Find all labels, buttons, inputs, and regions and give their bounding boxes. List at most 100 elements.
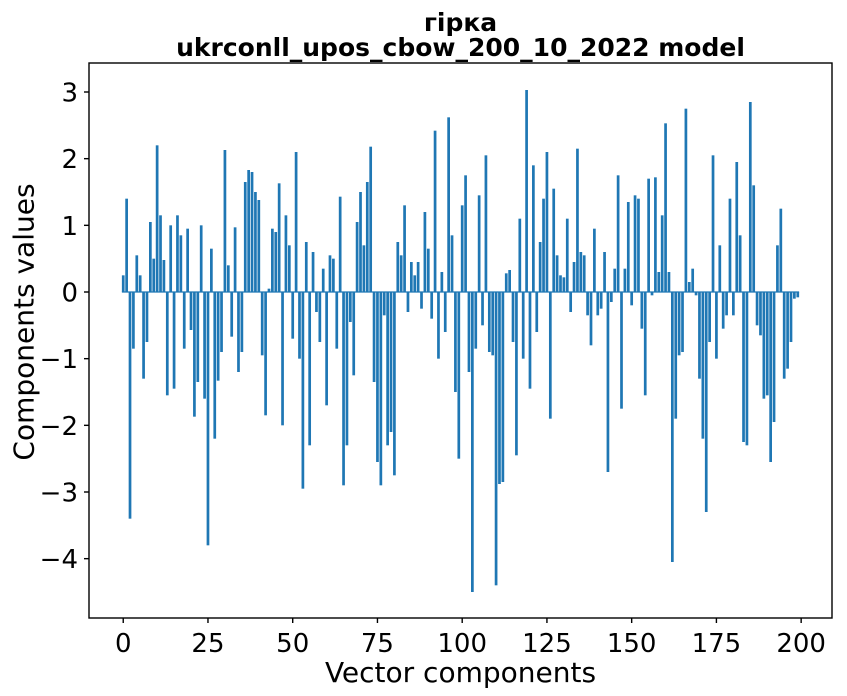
bar [681, 292, 684, 352]
bar [623, 268, 627, 292]
bar [647, 178, 650, 292]
bar [752, 185, 756, 292]
bar [311, 252, 315, 292]
bar [779, 208, 783, 292]
bar [328, 255, 332, 292]
bar [718, 245, 722, 292]
bar [555, 255, 559, 292]
bar [304, 242, 308, 292]
bar [532, 165, 535, 292]
bar [254, 192, 257, 292]
bar [386, 292, 389, 446]
bar [369, 146, 373, 292]
y-tick-label: −4 [40, 545, 78, 575]
bar [352, 292, 356, 376]
bar [504, 273, 508, 292]
bar [226, 265, 230, 292]
bar [240, 292, 244, 352]
bar [755, 292, 759, 326]
bar [389, 292, 393, 432]
bar [325, 292, 328, 406]
bar [257, 200, 261, 292]
bar [565, 218, 569, 292]
bar [294, 152, 298, 292]
y-tick-label: 1 [61, 212, 78, 242]
bar [620, 292, 623, 409]
bar [443, 292, 447, 332]
bar [589, 292, 593, 346]
bar [464, 175, 467, 292]
x-tick-label: 25 [191, 629, 224, 659]
bar [454, 292, 457, 392]
bar [287, 245, 291, 292]
bar [664, 123, 667, 292]
bar [586, 292, 589, 316]
bar [708, 292, 711, 342]
bar [355, 222, 359, 292]
bar [206, 292, 210, 546]
bar [159, 215, 162, 292]
y-tick-label: 2 [61, 145, 78, 175]
bar [474, 292, 478, 349]
bar [213, 292, 217, 439]
bar [233, 227, 237, 292]
bar [738, 235, 742, 292]
bar [776, 245, 779, 292]
bar [220, 292, 223, 352]
bar [694, 292, 698, 296]
bar [535, 292, 539, 332]
bar [135, 255, 139, 292]
bar [542, 198, 545, 292]
x-tick-label: 100 [437, 629, 487, 659]
bar [630, 292, 634, 306]
bar [481, 292, 484, 326]
bar [654, 177, 657, 292]
bar [704, 292, 708, 512]
y-tick-label: 0 [61, 279, 78, 309]
y-tick-label: −1 [40, 345, 78, 375]
bar [701, 292, 705, 439]
bar [423, 212, 427, 292]
bar [498, 292, 501, 484]
bar [301, 292, 305, 489]
bar [732, 292, 735, 316]
bar [569, 292, 573, 312]
bar [667, 272, 671, 292]
bar [179, 235, 183, 292]
bar [203, 292, 206, 399]
bar [640, 292, 644, 329]
bar [616, 175, 620, 292]
bar [409, 262, 413, 292]
bar [430, 292, 434, 319]
bar [359, 192, 362, 292]
bar [572, 262, 576, 292]
bar [396, 242, 400, 292]
bar [379, 292, 383, 486]
bar [440, 272, 444, 292]
bar [715, 292, 718, 359]
bar [403, 205, 406, 292]
bar [637, 198, 640, 292]
bar [742, 292, 745, 442]
bar [593, 228, 596, 292]
bar [149, 222, 152, 292]
bar [199, 225, 203, 292]
bar [518, 218, 522, 292]
bar [759, 292, 762, 336]
x-tick-label: 75 [361, 629, 394, 659]
bar [376, 292, 379, 462]
bar [437, 292, 440, 359]
bar [769, 292, 772, 462]
bar [155, 145, 159, 292]
bar [274, 232, 278, 292]
bar [793, 292, 796, 299]
bar [603, 252, 606, 292]
bar [559, 275, 562, 292]
bar [643, 292, 647, 396]
bar [538, 242, 542, 292]
bar [735, 162, 739, 292]
bar [677, 292, 681, 356]
bar [315, 292, 318, 312]
